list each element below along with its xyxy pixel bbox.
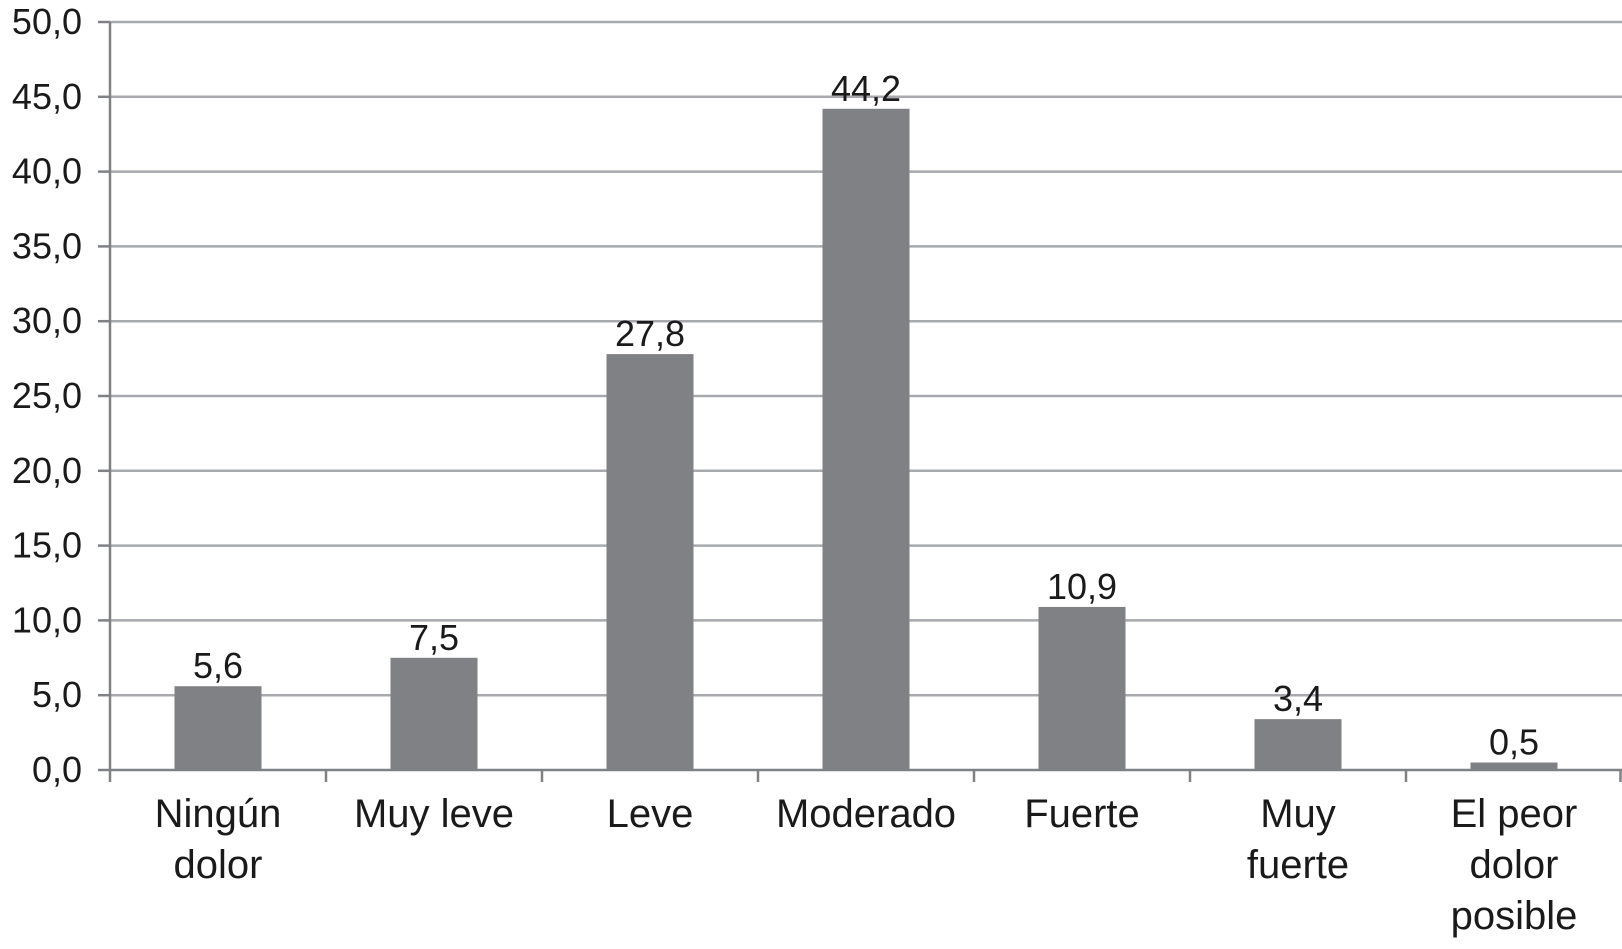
x-tick-label-line: Ningún (155, 792, 282, 836)
x-tick-label-line: dolor (174, 843, 263, 887)
data-label: 44,2 (831, 68, 901, 109)
data-label: 27,8 (615, 313, 685, 354)
bar (822, 108, 910, 770)
x-tick-label: Ningún dolor (155, 792, 282, 887)
data-labels: 5,6 7,5 27,8 44,2 10,9 3,4 0,5 (193, 68, 1539, 763)
bars (174, 108, 1558, 770)
y-tick-label: 15,0 (12, 525, 82, 566)
data-label: 5,6 (193, 645, 243, 686)
x-tick-label: Fuerte (1024, 792, 1140, 836)
x-tick-label-line: Leve (607, 792, 694, 836)
x-tick-label-line: Muy leve (354, 792, 514, 836)
y-tick-label: 25,0 (12, 375, 82, 416)
y-tick-label: 30,0 (12, 300, 82, 341)
x-tick-label-line: posible (1451, 894, 1578, 938)
bar (390, 657, 478, 770)
x-tick-label-line: El peor (1451, 792, 1578, 836)
y-tick-label: 20,0 (12, 450, 82, 491)
y-axis-tick-labels: 0,0 5,0 10,0 15,0 20,0 25,0 30,0 35,0 40,0 45,0 50… (12, 1, 82, 790)
bar (1038, 606, 1126, 770)
x-tick-label-line: dolor (1470, 843, 1559, 887)
data-label: 0,5 (1489, 722, 1539, 763)
x-tick-label-line: Moderado (776, 792, 956, 836)
y-tick-label: 40,0 (12, 151, 82, 192)
x-tick-label: Muy fuerte (1247, 792, 1349, 887)
data-label: 10,9 (1047, 566, 1117, 607)
x-tick-label: Leve (607, 792, 694, 836)
x-axis-tick-labels: Ningún dolor Muy leve Leve Moderado Fuerte Muy… (155, 792, 1578, 938)
bar (606, 354, 694, 770)
y-tick-label: 35,0 (12, 225, 82, 266)
x-tick-label-line: fuerte (1247, 843, 1349, 887)
y-tick-label: 0,0 (32, 749, 82, 790)
x-tick-label-line: Muy (1260, 792, 1336, 836)
bar (1254, 719, 1342, 770)
x-tick-label: El peor dolor posible (1451, 792, 1578, 938)
bar (174, 686, 262, 770)
x-tick-label: Moderado (776, 792, 956, 836)
y-tick-label: 10,0 (12, 599, 82, 640)
bar (1470, 762, 1558, 770)
y-tick-label: 45,0 (12, 76, 82, 117)
y-tick-label: 5,0 (32, 674, 82, 715)
data-label: 3,4 (1273, 678, 1323, 719)
y-tick-label: 50,0 (12, 1, 82, 42)
x-tick-label: Muy leve (354, 792, 514, 836)
x-tick-label-line: Fuerte (1024, 792, 1140, 836)
data-label: 7,5 (409, 617, 459, 658)
